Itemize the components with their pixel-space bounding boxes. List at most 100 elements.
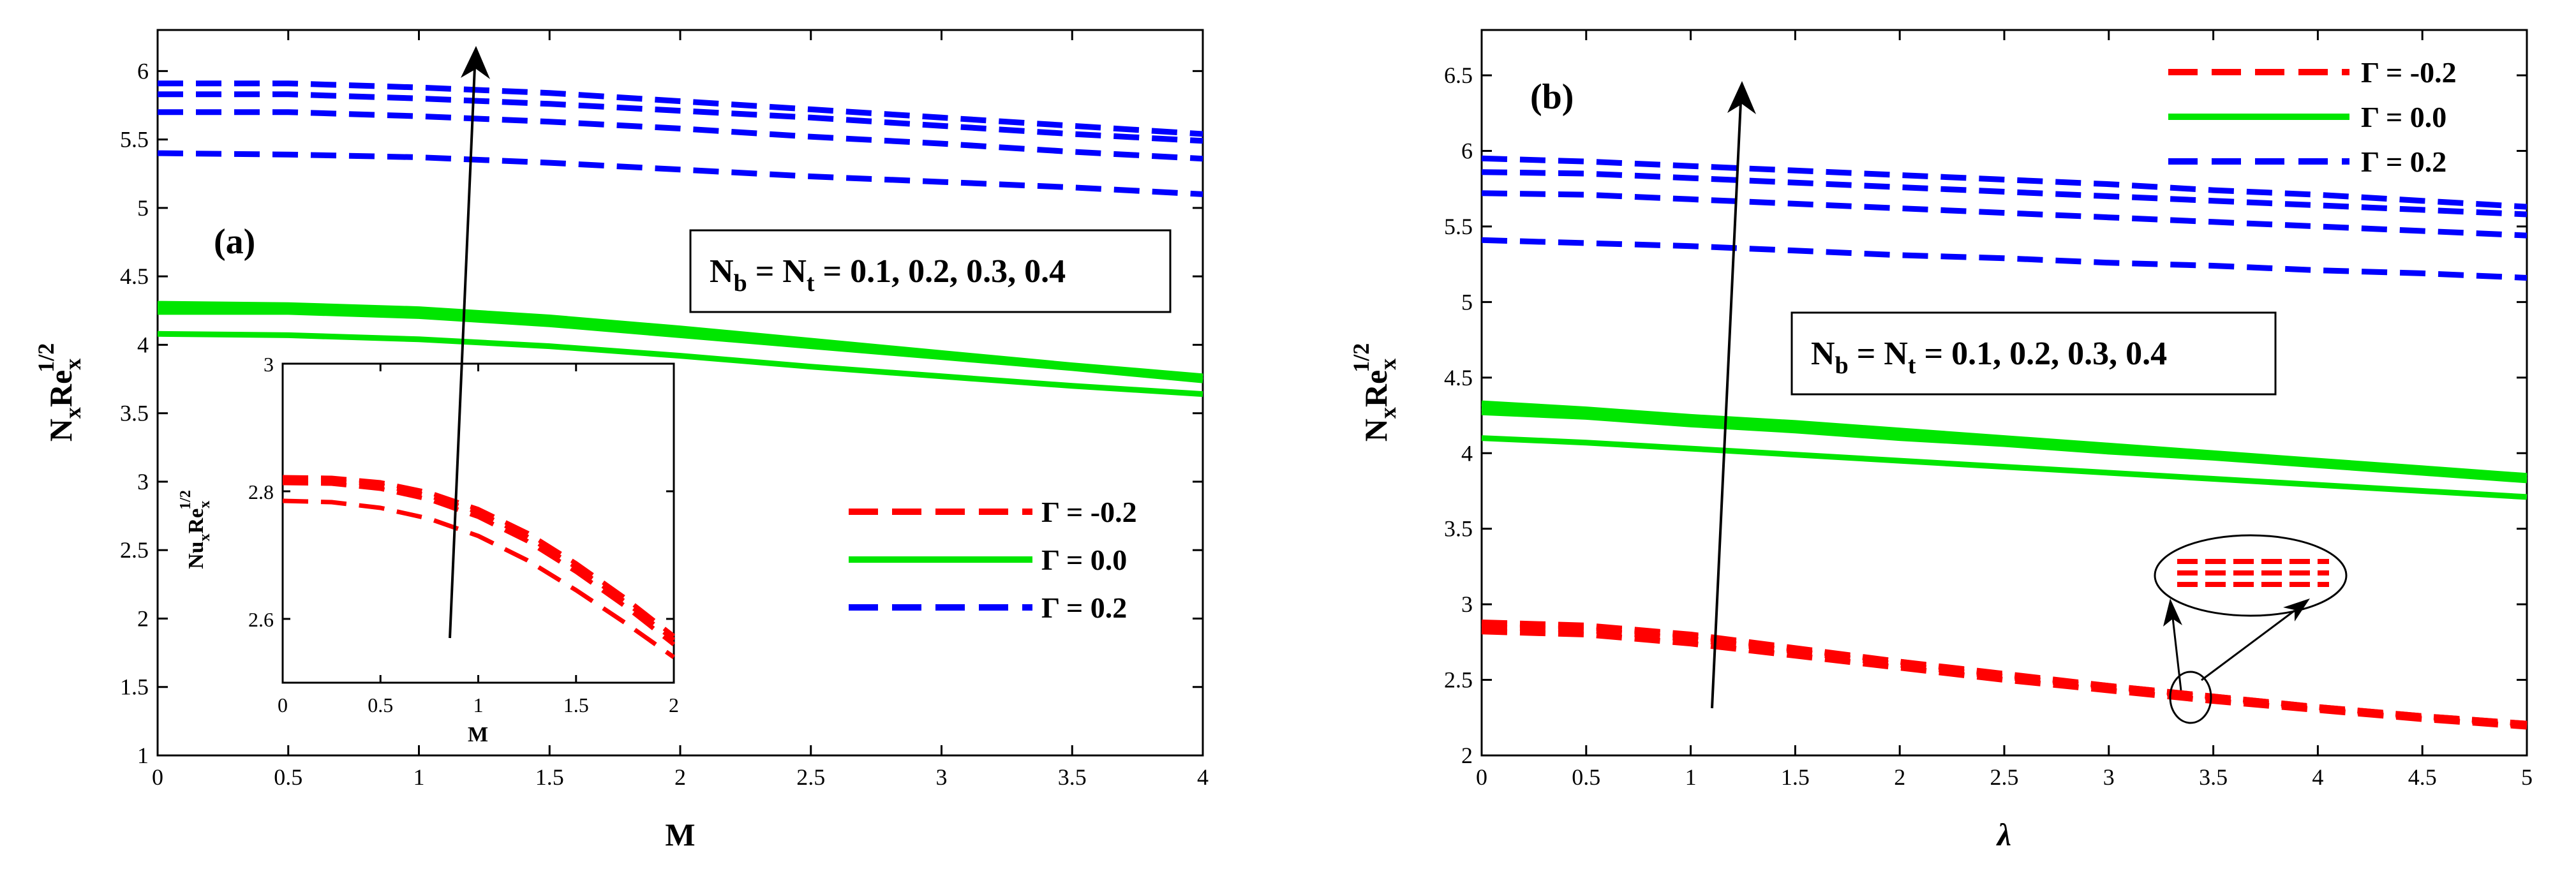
inset-xtick-label: 1.5	[563, 694, 589, 717]
inset-xtick-label: 0	[278, 694, 288, 717]
panel-b-series-blue-line	[1481, 155, 2528, 210]
panel-a-xtick-label: 0	[152, 764, 163, 790]
panel-b-ytick-label: 6	[1461, 138, 1473, 164]
panel-a: 11.522.533.544.555.56 0 0.5 1 1.5 2 2.5 3 3.5 4 …	[33, 29, 1209, 852]
panel-b-zoom-callout	[2154, 534, 2348, 724]
panel-a-xtick-label: 2	[674, 764, 686, 790]
panel-a-xtick-label: 4	[1197, 764, 1209, 790]
panel-b-legend: Γ = -0.2 Γ = 0.0 Γ = 0.2	[2168, 56, 2457, 178]
panel-b-ytick-label: 3.5	[1444, 516, 1473, 542]
zoom-small-circle	[2169, 671, 2212, 724]
inset-ytick-label: 2.8	[248, 480, 274, 503]
panel-a-ytick-label: 6	[137, 58, 149, 84]
panel-a-xtick-label: 2.5	[796, 764, 825, 790]
panel-a-inset: 2.6 2.8 3 0 0.5 1 1.5 2 NuxRex1/2 M	[177, 353, 679, 746]
panel-b-series-green-line	[1481, 400, 2528, 479]
panel-b-series-red-line	[1481, 624, 2528, 729]
zoom-arrow-right	[2201, 609, 2295, 681]
panel-b-xtick-label: 0	[1476, 764, 1487, 790]
panel-a-series-blue-line	[158, 109, 1203, 162]
panel-a-x-ticks: 0 0.5 1 1.5 2 2.5 3 3.5 4	[152, 30, 1209, 790]
panel-a-series-blue-line	[158, 80, 1203, 137]
panel-b-y-ticks: 2 2.5 3 3.5 4 4.5 5 5.5 6 6.5	[1444, 63, 2527, 768]
panel-b-legend-label-red: Γ = -0.2	[2361, 56, 2457, 89]
inset-xtick-label: 0.5	[368, 694, 393, 717]
inset-series-red-line	[282, 477, 676, 642]
panel-a-y-label: NxRex1/2	[33, 343, 86, 442]
panel-a-ytick-label: 1	[137, 743, 149, 768]
panel-b-series-red-line	[1481, 628, 2528, 730]
panel-b-legend-label-blue: Γ = 0.2	[2361, 145, 2446, 178]
panel-b-series-blue-line	[1481, 169, 2528, 218]
panel-b-annotation: Nb = Nt = 0.1, 0.2, 0.3, 0.4	[1811, 336, 2167, 379]
panel-b-ytick-label: 3	[1461, 591, 1473, 617]
panel-a-ytick-label: 3	[137, 469, 149, 494]
panel-a-annotation-box	[689, 229, 1172, 313]
panel-a-xtick-label: 3.5	[1058, 764, 1087, 790]
panel-a-legend-label-red: Γ = -0.2	[1041, 496, 1137, 528]
inset-frame	[281, 362, 675, 684]
inset-x-ticks: 0 0.5 1 1.5 2	[278, 364, 679, 717]
panel-b-series-red-line	[1481, 620, 2528, 727]
panel-a-series-green-line	[157, 331, 1203, 397]
panel-b-ytick-label: 4	[1461, 440, 1473, 466]
panel-b-series-green-line	[1481, 435, 2528, 500]
panel-b-xtick-label: 0.5	[1572, 764, 1600, 790]
panel-b-series-blue-line	[1481, 237, 2528, 281]
panel-a-xtick-label: 1.5	[535, 764, 564, 790]
panel-a-trend-arrowhead	[461, 46, 490, 79]
inset-series-red-line	[282, 498, 676, 659]
panel-b-y-label: NxRex1/2	[1348, 343, 1401, 442]
panel-b-annotation-box	[1791, 311, 2277, 396]
inset-xtick-label: 2	[669, 694, 679, 717]
zoom-arrow-left	[2171, 617, 2182, 691]
panel-b-legend-label-green: Γ = 0.0	[2361, 101, 2446, 133]
panel-a-ytick-label: 2.5	[120, 537, 149, 563]
panel-a-series-blue-line	[157, 150, 1203, 197]
panel-b-xtick-label: 4.5	[2408, 764, 2437, 790]
panel-b-trend-arrowhead	[1727, 81, 1756, 114]
inset-y-ticks: 2.6 2.8 3	[248, 353, 674, 631]
panel-a-xtick-label: 1	[413, 764, 425, 790]
panel-b-xtick-label: 5	[2521, 764, 2533, 790]
panel-a-series	[157, 80, 1203, 397]
panel-b-xtick-label: 2	[1894, 764, 1905, 790]
panel-a-x-label: M	[665, 817, 695, 852]
inset-series-red-line	[282, 475, 676, 638]
panel-a-ytick-label: 2	[137, 605, 149, 631]
panel-b-xtick-label: 1.5	[1781, 764, 1810, 790]
panel-a-ytick-label: 5	[137, 195, 149, 221]
inset-xtick-label: 1	[473, 694, 484, 717]
panel-b-series	[1481, 155, 2528, 730]
panel-b-xtick-label: 4	[2312, 764, 2323, 790]
zoom-arrowhead-left	[2163, 598, 2182, 627]
panel-a-series-green-line	[157, 301, 1203, 380]
inset-ytick-label: 2.6	[248, 608, 274, 631]
panel-b-series-blue-line	[1481, 190, 2528, 239]
panel-b-trend-arrow	[1711, 101, 1742, 709]
panel-b-tag: (b)	[1530, 77, 1574, 117]
panel-a-ytick-label: 3.5	[120, 401, 149, 426]
panel-a-ytick-label: 5.5	[120, 127, 149, 152]
panel-b-xtick-label: 3	[2103, 764, 2115, 790]
panel-b-xtick-label: 2.5	[1990, 764, 2019, 790]
panel-a-ytick-label: 1.5	[120, 674, 149, 700]
inset-y-label: NuxRex1/2	[177, 490, 213, 569]
panel-b-ytick-label: 5.5	[1444, 214, 1473, 239]
panel-a-xtick-label: 3	[936, 764, 948, 790]
inset-series-red-line	[282, 480, 676, 646]
panel-a-legend-label-green: Γ = 0.0	[1041, 544, 1127, 576]
zoom-arrowhead-right	[2283, 598, 2310, 621]
panel-b-x-label: λ	[1996, 817, 2011, 852]
panel-b-x-ticks: 0 0.5 1 1.5 2 2.5 3 3.5 4 4.5 5	[1476, 30, 2533, 790]
panel-a-tag: (a)	[214, 222, 255, 262]
panel-a-y-ticks: 1 1.5 2 2.5 3 3.5 4 4.5 5 5.5 6	[120, 58, 1203, 768]
panel-b-ytick-label: 2	[1461, 743, 1473, 768]
panel-b-ytick-label: 6.5	[1444, 63, 1473, 88]
panel-b-ytick-label: 5	[1461, 289, 1473, 315]
panel-b-xtick-label: 3.5	[2199, 764, 2228, 790]
panel-a-annotation: Nb = Nt = 0.1, 0.2, 0.3, 0.4	[710, 253, 1066, 297]
panel-b-series-green-line	[1481, 409, 2528, 484]
panel-b: 2 2.5 3 3.5 4 4.5 5 5.5 6 6.5 0 0.5 1 1.5 2 2.5 3 3.5 4 4.…	[1348, 29, 2533, 852]
